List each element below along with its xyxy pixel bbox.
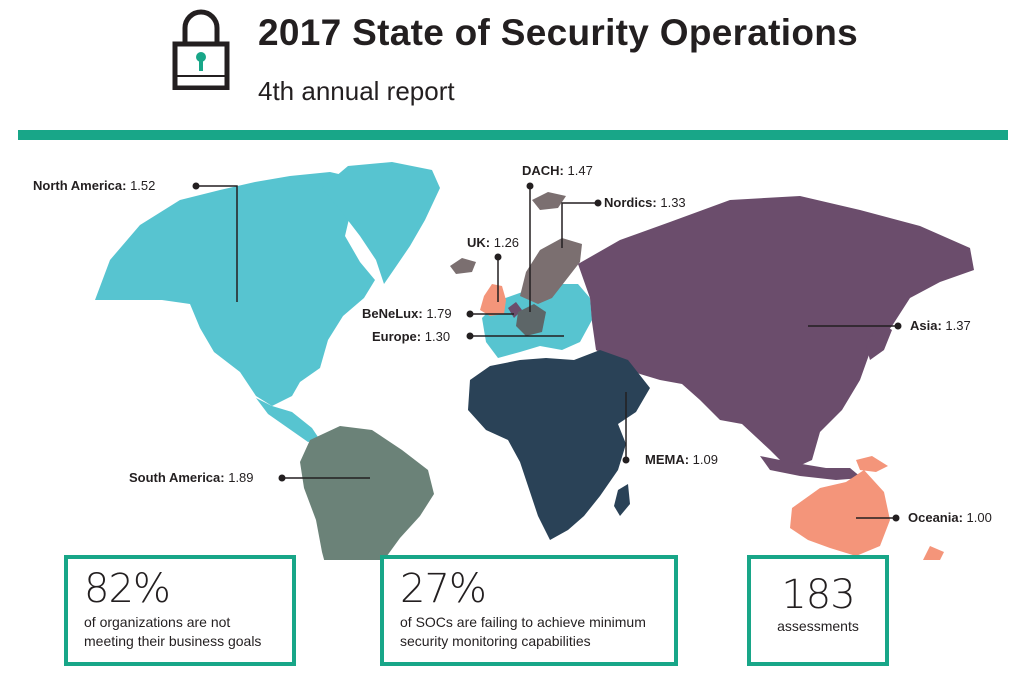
label-europe: Europe: 1.30 <box>372 329 564 344</box>
svg-text:South America: 1.89: South America: 1.89 <box>129 470 254 485</box>
region-name: DACH: <box>522 163 564 178</box>
label-uk: UK: 1.26 <box>467 235 519 302</box>
region-name: MEMA: <box>645 452 689 467</box>
region-value: 1.26 <box>494 235 519 250</box>
svg-text:MEMA: 1.09: MEMA: 1.09 <box>645 452 718 467</box>
region-name: North America: <box>33 178 126 193</box>
region-new-zealand <box>923 546 944 560</box>
stat-card-business-goals: 82% of organizations are not meeting the… <box>64 555 296 666</box>
region-svalbard <box>532 192 566 210</box>
svg-text:Nordics: 1.33: Nordics: 1.33 <box>604 195 686 210</box>
stat-line: of organizations are not <box>84 614 231 630</box>
report-header: 2017 State of Security Operations 4th an… <box>0 0 1024 128</box>
label-mema: MEMA: 1.09 <box>622 392 718 467</box>
region-name: UK: <box>467 235 490 250</box>
region-value: 1.37 <box>945 318 970 333</box>
svg-text:BeNeLux: 1.79: BeNeLux: 1.79 <box>362 306 452 321</box>
svg-text:DACH: 1.47: DACH: 1.47 <box>522 163 593 178</box>
label-asia: Asia: 1.37 <box>808 318 971 333</box>
region-benelux <box>508 302 522 318</box>
stat-line: meeting their business goals <box>84 633 262 649</box>
report-title: 2017 State of Security Operations <box>258 12 859 53</box>
region-oceania <box>790 470 890 556</box>
region-name: Asia: <box>910 318 942 333</box>
stat-line: security monitoring capabilities <box>400 633 591 649</box>
region-value: 1.00 <box>967 510 992 525</box>
stat-line: of SOCs are failing to achieve minimum <box>400 614 646 630</box>
region-name: Europe: <box>372 329 421 344</box>
region-dach <box>516 304 546 336</box>
stat-description: assessments <box>777 618 859 634</box>
region-japan <box>866 322 892 360</box>
region-value: 1.33 <box>660 195 685 210</box>
region-name: Nordics: <box>604 195 657 210</box>
world-map: North America: 1.52 DACH: 1.47 Nordics: … <box>33 162 992 560</box>
label-oceania: Oceania: 1.00 <box>856 510 992 525</box>
label-nordics: Nordics: 1.33 <box>561 195 686 248</box>
svg-text:North America: 1.52: North America: 1.52 <box>33 178 155 193</box>
region-value: 1.89 <box>228 470 253 485</box>
stat-number: 82% <box>84 566 171 612</box>
svg-text:Oceania: 1.00: Oceania: 1.00 <box>908 510 992 525</box>
region-south-america <box>300 426 434 560</box>
region-uk <box>480 284 506 316</box>
label-north-america: North America: 1.52 <box>33 178 238 302</box>
report-subtitle: 4th annual report <box>258 76 455 106</box>
stat-number: 27% <box>400 566 487 612</box>
region-north-america <box>95 172 375 406</box>
region-madagascar <box>614 484 630 516</box>
stat-description: of SOCs are failing to achieve minimum s… <box>400 613 646 651</box>
region-central-america <box>256 398 320 442</box>
region-value: 1.09 <box>693 452 718 467</box>
label-dach: DACH: 1.47 <box>522 163 593 312</box>
region-name: Oceania: <box>908 510 963 525</box>
svg-text:UK: 1.26: UK: 1.26 <box>467 235 519 250</box>
stat-number: 183 <box>781 572 855 618</box>
accent-divider <box>18 130 1008 140</box>
stat-card-assessments: 183 assessments <box>747 555 889 666</box>
region-name: South America: <box>129 470 225 485</box>
region-name: BeNeLux: <box>362 306 423 321</box>
label-benelux: BeNeLux: 1.79 <box>362 306 514 321</box>
region-nordics <box>520 238 582 304</box>
stat-card-soc-failing: 27% of SOCs are failing to achieve minim… <box>380 555 678 666</box>
svg-text:Asia: 1.37: Asia: 1.37 <box>910 318 971 333</box>
region-se-asia-islands <box>760 456 862 480</box>
region-value: 1.79 <box>426 306 451 321</box>
region-asia <box>578 196 974 470</box>
padlock-icon <box>172 9 230 90</box>
svg-text:Europe: 1.30: Europe: 1.30 <box>372 329 450 344</box>
region-new-guinea <box>856 456 888 472</box>
stat-description: of organizations are not meeting their b… <box>84 613 261 651</box>
region-value: 1.47 <box>568 163 593 178</box>
region-iceland <box>450 258 476 274</box>
label-south-america: South America: 1.89 <box>129 470 370 485</box>
region-value: 1.52 <box>130 178 155 193</box>
region-value: 1.30 <box>425 329 450 344</box>
region-mema <box>468 350 650 540</box>
region-greenland <box>322 162 440 284</box>
